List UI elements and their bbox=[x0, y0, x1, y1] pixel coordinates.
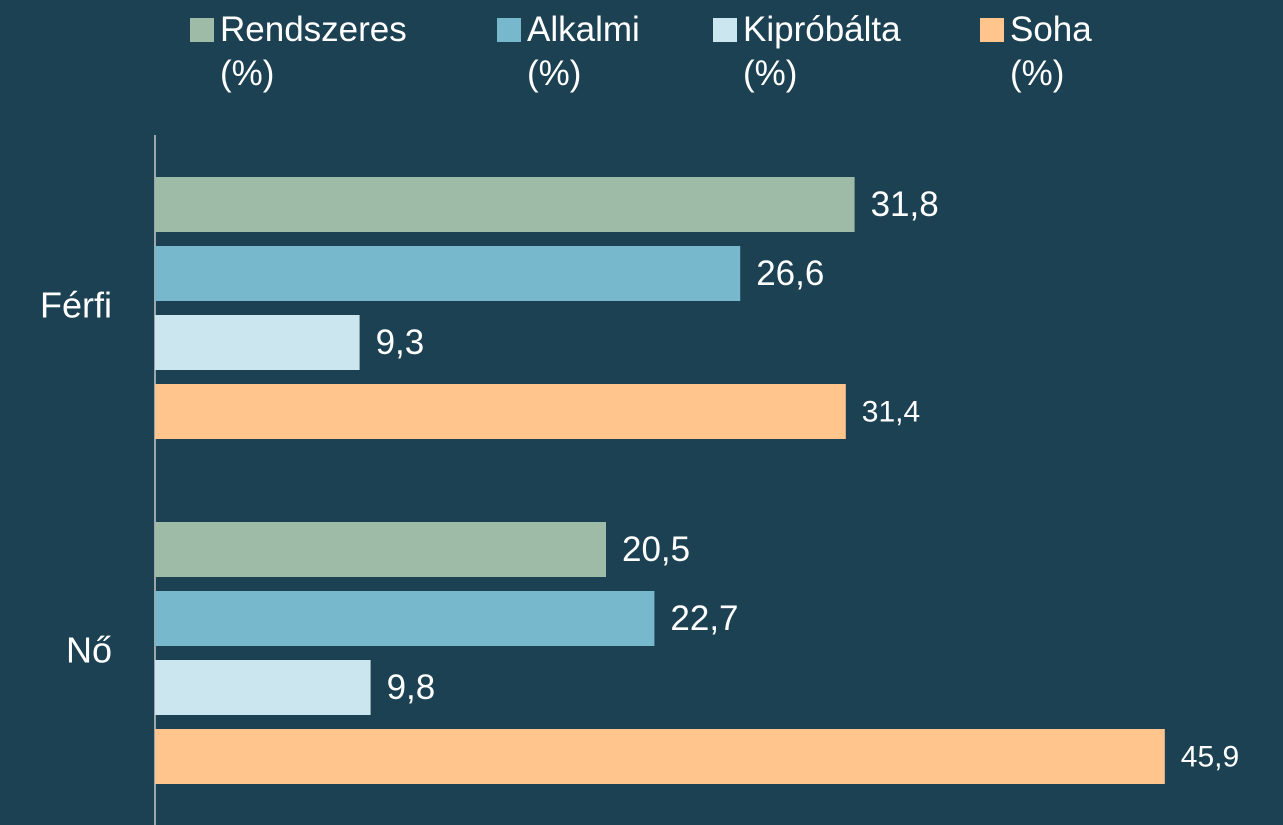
bar bbox=[155, 591, 655, 646]
legend-swatch bbox=[713, 18, 737, 42]
value-label: 26,6 bbox=[756, 254, 824, 293]
legend-label: Kipróbálta (%) bbox=[743, 10, 901, 93]
bar bbox=[155, 177, 855, 232]
bar bbox=[155, 660, 371, 715]
bar bbox=[155, 729, 1165, 784]
value-label: 31,4 bbox=[862, 395, 920, 428]
bar bbox=[155, 384, 846, 439]
bar bbox=[155, 315, 360, 370]
legend-item: Alkalmi (%) bbox=[497, 8, 640, 96]
legend-swatch bbox=[980, 18, 1004, 42]
value-label: 31,8 bbox=[871, 185, 939, 224]
legend-item: Kipróbálta (%) bbox=[713, 8, 901, 96]
category-label: Nő bbox=[66, 630, 112, 671]
value-label: 45,9 bbox=[1181, 740, 1239, 773]
legend-label: Rendszeres (%) bbox=[220, 10, 407, 93]
value-label: 9,3 bbox=[376, 323, 425, 362]
value-label: 22,7 bbox=[670, 599, 738, 638]
bar bbox=[155, 522, 606, 577]
legend-label: Soha (%) bbox=[1010, 10, 1092, 93]
legend-swatch bbox=[190, 18, 214, 42]
legend-label: Alkalmi (%) bbox=[527, 10, 640, 93]
legend-item: Rendszeres (%) bbox=[190, 8, 407, 96]
value-label: 9,8 bbox=[387, 668, 436, 707]
bar bbox=[155, 246, 741, 301]
legend-item: Soha (%) bbox=[980, 8, 1092, 96]
category-label: Férfi bbox=[40, 285, 112, 326]
value-label: 20,5 bbox=[622, 530, 690, 569]
legend-swatch bbox=[497, 18, 521, 42]
